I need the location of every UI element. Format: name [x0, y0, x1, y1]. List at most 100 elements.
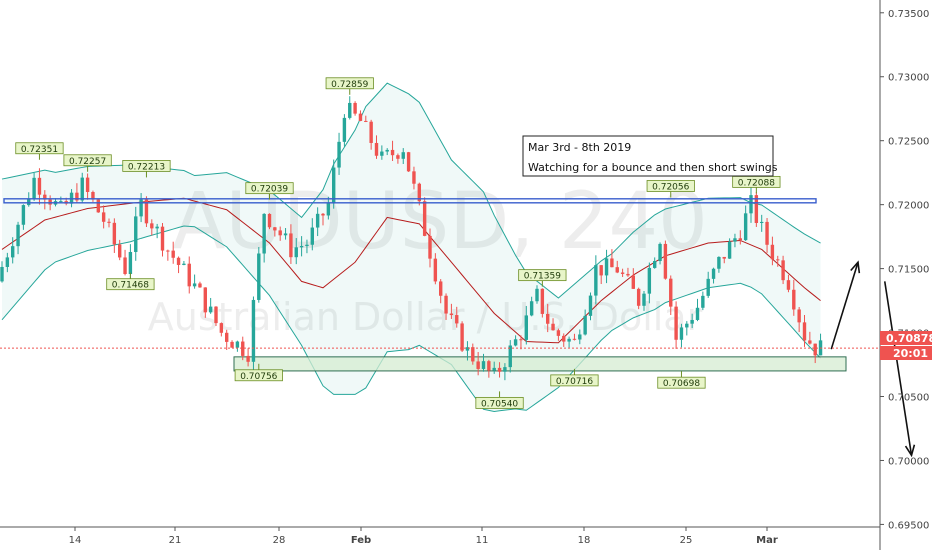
- candle-body: [128, 251, 133, 274]
- candle-body: [27, 199, 31, 206]
- candle-body: [760, 221, 764, 223]
- candle-body: [278, 230, 282, 236]
- price-tick-label: 0.71500: [888, 265, 929, 276]
- candle-body: [792, 289, 796, 310]
- price-tick-label: 0.73000: [888, 73, 929, 84]
- candle-body: [257, 253, 261, 300]
- candle-body: [546, 313, 550, 324]
- candle-body: [59, 201, 63, 203]
- swing-label-box: [122, 160, 171, 172]
- candle-body: [711, 268, 716, 279]
- swing-label: 0.72257: [69, 157, 106, 167]
- swing-label: 0.72039: [251, 185, 288, 195]
- candle-body: [101, 212, 106, 222]
- candle-body: [43, 194, 47, 200]
- candle-body: [444, 295, 448, 314]
- candle-body: [679, 327, 684, 340]
- countdown-bg: [880, 346, 932, 360]
- price-tick-label: 0.70000: [888, 456, 929, 467]
- candle-body: [706, 278, 710, 296]
- candle-body: [230, 341, 234, 348]
- candle-body: [802, 322, 807, 341]
- support-zone-group[interactable]: [233, 356, 847, 372]
- candle-body: [353, 102, 357, 114]
- candle-body: [551, 323, 555, 331]
- candle-body: [460, 323, 464, 351]
- candle-body: [369, 121, 373, 143]
- swing-label-box: [325, 77, 374, 90]
- candle-body: [733, 238, 737, 242]
- candle-body: [406, 152, 411, 172]
- candle-body: [299, 246, 304, 248]
- swing-label: 0.70756: [240, 372, 277, 382]
- candle-body: [332, 167, 336, 204]
- candle-body: [11, 246, 15, 258]
- time-tick-label: 21: [169, 535, 182, 546]
- candle-body: [176, 257, 181, 265]
- candle-body: [422, 201, 427, 236]
- candle-body: [481, 361, 486, 369]
- annotation-line2: Watching for a bounce and then short swi…: [528, 161, 778, 174]
- candle-body: [524, 315, 528, 340]
- candle-body: [21, 205, 26, 225]
- candle-body: [123, 257, 127, 274]
- countdown-value: 20:01: [893, 347, 928, 360]
- time-axis[interactable]: 14 21 28 Feb 11 18 25 Mar: [0, 526, 880, 546]
- candle-body: [599, 265, 603, 276]
- swing-label: 0.70716: [556, 377, 593, 387]
- candle-body: [786, 280, 791, 290]
- swing-label-box: [518, 269, 567, 282]
- candle-body: [567, 338, 571, 342]
- candle-body: [91, 191, 95, 200]
- time-tick-label: 25: [680, 535, 693, 546]
- candle-body: [497, 367, 502, 372]
- candle-body: [96, 199, 100, 213]
- candle-body: [342, 117, 347, 142]
- candle-body: [578, 334, 582, 340]
- candle-body: [283, 233, 288, 236]
- candle-body: [615, 267, 619, 273]
- candle-body: [225, 332, 229, 342]
- time-tick-label: 11: [476, 535, 489, 546]
- candle-body: [144, 199, 149, 224]
- projection-arrows[interactable]: [830, 260, 916, 458]
- annotation-line1: Mar 3rd - 8th 2019: [528, 141, 631, 154]
- candle-body: [80, 177, 84, 201]
- candle-body: [208, 306, 213, 313]
- time-tick-label: 18: [578, 535, 591, 546]
- band-lower: [1, 225, 821, 412]
- candle-body: [321, 213, 325, 216]
- projection-up-arrowhead: [850, 260, 861, 274]
- candle-body: [294, 247, 298, 258]
- candle-body: [16, 224, 20, 247]
- candle-body: [134, 216, 138, 252]
- candles-group: [0, 96, 823, 381]
- candle-body: [476, 361, 480, 369]
- swing-label-box: [234, 369, 283, 382]
- swing-label: 0.71359: [524, 272, 561, 282]
- candle-body: [433, 258, 438, 282]
- candle-body: [519, 339, 523, 341]
- candle-body: [310, 227, 314, 245]
- resistance-group[interactable]: [3, 198, 817, 204]
- candle-body: [535, 288, 539, 302]
- swing-label-box: [646, 180, 695, 192]
- candle-body: [160, 226, 165, 251]
- swing-label-box: [657, 376, 706, 389]
- candle-body: [653, 261, 657, 268]
- swing-label-box: [106, 278, 155, 291]
- candle-body: [487, 361, 491, 371]
- candle-body: [588, 295, 593, 316]
- candle-body: [636, 288, 641, 306]
- candle-body: [118, 244, 122, 258]
- annotation-box[interactable]: Mar 3rd - 8th 2019 Watching for a bounce…: [522, 135, 778, 177]
- candle-body: [0, 266, 4, 282]
- candle-body: [727, 241, 732, 259]
- candle-body: [642, 293, 646, 306]
- candle-body: [685, 323, 689, 328]
- swing-label-box: [550, 374, 599, 387]
- candle-body: [203, 287, 207, 313]
